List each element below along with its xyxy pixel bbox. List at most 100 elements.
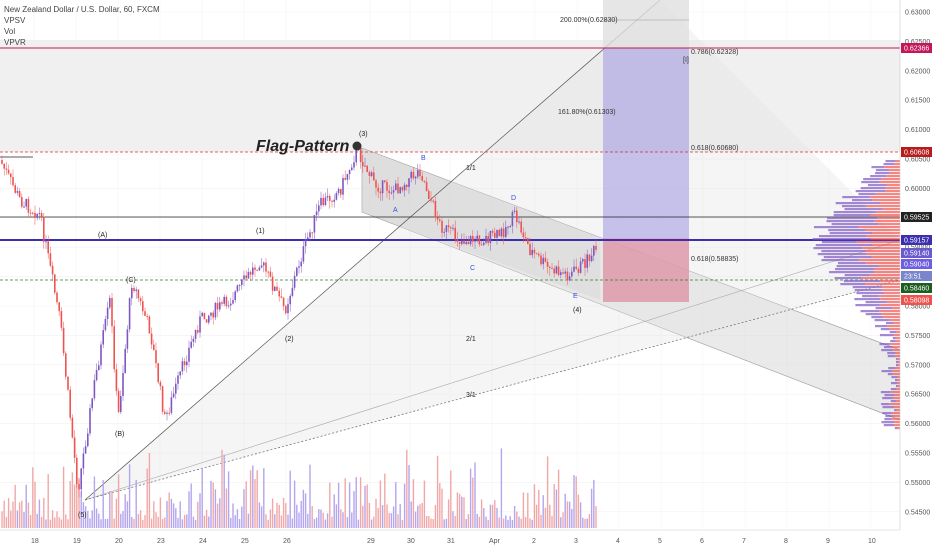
- volume-bar: [351, 512, 353, 528]
- candle-body: [562, 272, 564, 274]
- volume-bar: [293, 480, 296, 528]
- volume-bar: [423, 480, 426, 528]
- price-tick: 0.62000: [905, 68, 930, 75]
- volume-bar: [212, 482, 214, 528]
- candle-body: [333, 199, 335, 202]
- volume-bar: [595, 506, 597, 528]
- candle-body: [461, 240, 463, 244]
- volume-bar: [432, 519, 434, 528]
- candle-body: [348, 170, 351, 174]
- candle-body: [513, 210, 516, 212]
- volume-bar: [524, 516, 527, 528]
- vp-bar-sell: [881, 289, 900, 292]
- volume-bar: [329, 482, 331, 528]
- candle-body: [505, 227, 507, 238]
- candle-body: [236, 285, 239, 292]
- volume-bar: [91, 510, 93, 528]
- candle-body: [549, 266, 551, 268]
- vp-bar-sell: [893, 415, 900, 418]
- price-tag: 0.59525: [901, 212, 932, 222]
- candle-body: [208, 315, 210, 323]
- price-tag: 0.59157: [901, 235, 932, 245]
- volume-bar: [434, 504, 437, 528]
- candle-body: [544, 257, 547, 262]
- vp-bar-sell: [894, 355, 900, 358]
- candle-body: [201, 312, 203, 317]
- price-tick: 0.61000: [905, 127, 930, 134]
- candle-body: [560, 272, 562, 275]
- volume-bar: [58, 517, 60, 528]
- candle-body: [342, 178, 344, 195]
- price-tick: 0.56000: [905, 421, 930, 428]
- vp-bar-sell: [859, 259, 900, 262]
- volume-bar: [511, 519, 514, 528]
- gann-label-3-1: 3/1: [466, 392, 476, 399]
- vp-bar-buy: [894, 409, 897, 412]
- candle-body: [205, 319, 208, 323]
- candle-body: [368, 172, 371, 177]
- candle-body: [395, 183, 397, 191]
- candle-body: [487, 235, 489, 244]
- candle-body: [260, 265, 263, 268]
- volume-bar: [131, 516, 133, 528]
- wave-label-b: B: [421, 155, 426, 162]
- volume-bar: [355, 477, 357, 528]
- volume-bar: [21, 500, 23, 528]
- vp-bar-buy: [828, 229, 866, 232]
- candle-body: [126, 329, 129, 349]
- candle-body: [566, 271, 569, 281]
- volume-bar: [278, 504, 280, 528]
- candle-body: [386, 181, 388, 191]
- vp-bar-sell: [886, 175, 900, 178]
- volume-bar: [188, 491, 190, 528]
- candle-body: [115, 369, 118, 391]
- volume-bar: [551, 515, 553, 528]
- volume-bar: [230, 517, 232, 528]
- indicator-vpvr[interactable]: VPVR: [4, 38, 26, 47]
- candle-body: [480, 244, 483, 246]
- volume-bar: [135, 479, 137, 528]
- volume-bar: [313, 519, 316, 528]
- candle-body: [311, 232, 313, 234]
- vp-bar-buy: [889, 331, 897, 334]
- vp-bar-buy: [879, 334, 894, 337]
- time-tick: 24: [199, 538, 207, 545]
- candle-body: [166, 412, 168, 414]
- indicator-vol[interactable]: Vol: [4, 27, 16, 36]
- candle-body: [247, 271, 250, 279]
- fib-200: 200.00%(0.62830): [560, 17, 618, 24]
- vp-bar-buy: [880, 391, 891, 394]
- volume-bar: [201, 468, 203, 528]
- volume-bar: [485, 516, 487, 528]
- candle-body: [474, 240, 476, 242]
- vp-bar-buy: [858, 193, 876, 196]
- candle-body: [540, 255, 542, 265]
- volume-bar: [436, 455, 439, 528]
- candle-body: [168, 412, 170, 414]
- vp-bar-sell: [886, 184, 900, 187]
- svg-text:0.58460: 0.58460: [904, 286, 929, 293]
- gann-label-1-1: 1/1: [466, 165, 476, 172]
- candle-body: [47, 241, 49, 254]
- volume-bar: [357, 519, 360, 528]
- time-tick: 7: [742, 538, 746, 545]
- vp-bar-buy: [883, 424, 895, 427]
- vp-bar-buy: [890, 340, 896, 343]
- candle-body: [197, 330, 199, 333]
- time-axis[interactable]: [0, 530, 932, 550]
- volume-bar: [87, 510, 89, 528]
- candle-body: [243, 275, 245, 280]
- candle-body: [87, 433, 89, 447]
- candle-body: [7, 169, 10, 174]
- volume-bar: [89, 518, 91, 528]
- vp-bar-buy: [884, 418, 892, 421]
- candle-body: [194, 330, 197, 339]
- candle-body: [84, 446, 87, 454]
- indicator-vpsv[interactable]: VPSV: [4, 16, 26, 25]
- volume-bar: [298, 512, 300, 528]
- vp-bar-buy: [874, 319, 890, 322]
- candle-body: [95, 370, 98, 381]
- vp-bar-sell: [895, 367, 900, 370]
- volume-bar: [593, 479, 595, 528]
